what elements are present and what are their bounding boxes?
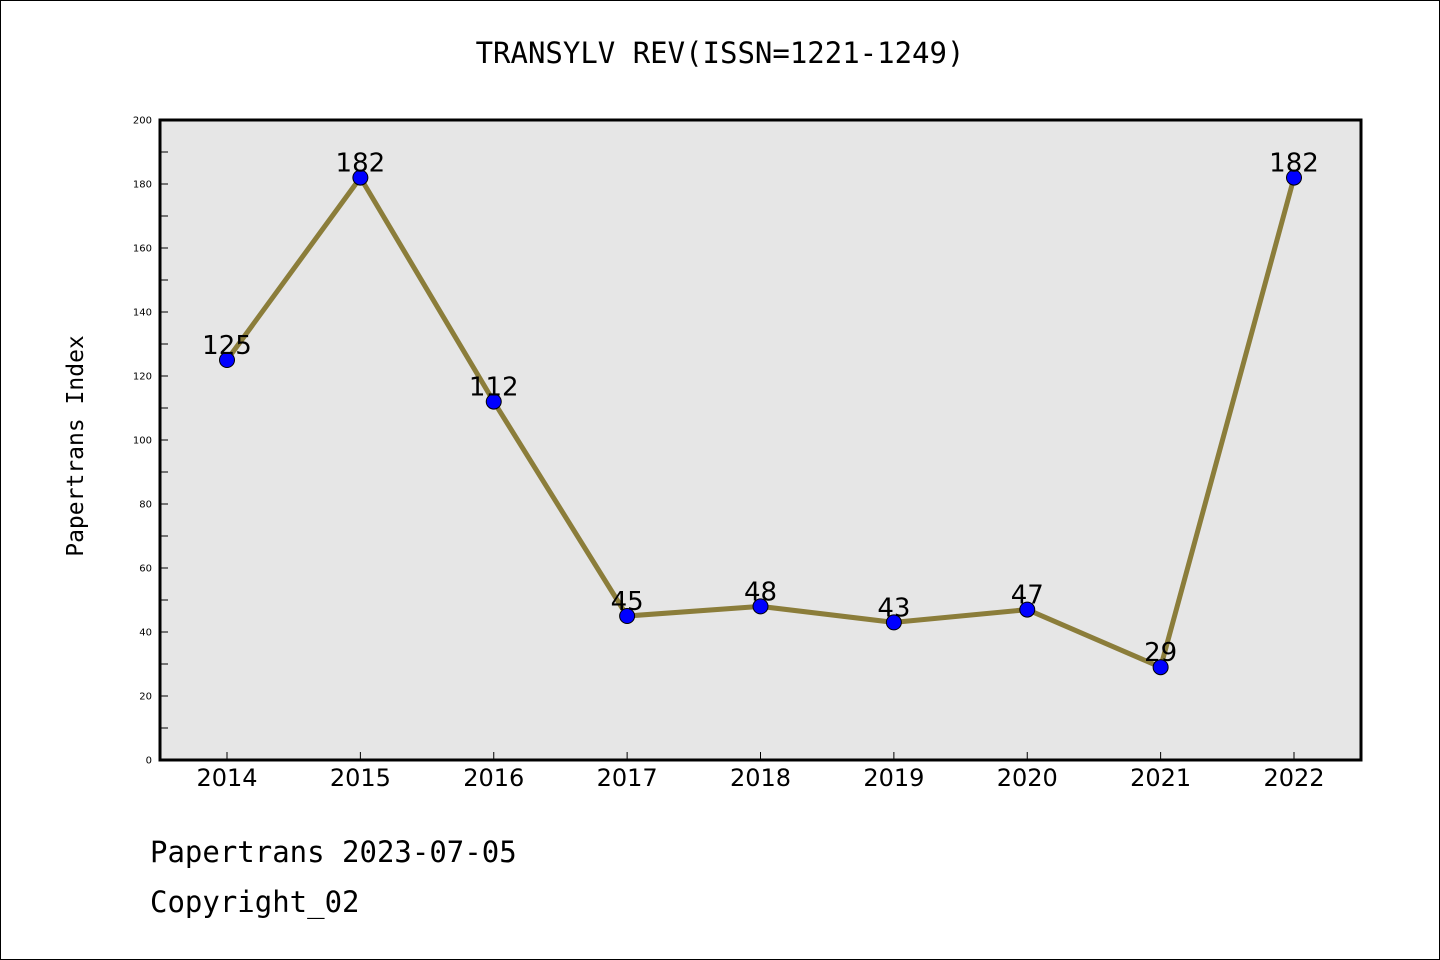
data-point (485, 393, 502, 410)
y-tick-label: 160 (133, 244, 152, 255)
x-tick-label: 2018 (730, 764, 791, 792)
data-point (1019, 601, 1036, 618)
data-point (219, 352, 235, 368)
y-tick-label: 120 (133, 372, 152, 383)
x-tick-label: 2020 (997, 764, 1058, 792)
data-label: 182 (336, 149, 386, 179)
data-point (1286, 169, 1302, 186)
y-tick-label: 60 (139, 564, 152, 575)
x-tick-label: 2021 (1130, 764, 1191, 792)
y-tick-label: 180 (133, 180, 152, 191)
data-label: 43 (877, 593, 910, 623)
data-point (352, 169, 369, 186)
data-label: 47 (1011, 581, 1044, 611)
data-label: 29 (1144, 638, 1177, 668)
x-tick-label: 2019 (863, 764, 924, 792)
x-tick-label: 2016 (463, 764, 524, 792)
data-label: 45 (611, 587, 644, 617)
y-tick-label: 0 (146, 756, 152, 767)
chart-title: TRANSYLV REV(ISSN=1221-1249) (475, 36, 965, 70)
x-tick-label: 2014 (196, 764, 257, 792)
y-tick-label: 100 (133, 436, 152, 447)
data-point (1152, 659, 1169, 676)
y-tick-label: 200 (133, 116, 152, 127)
data-label: 48 (744, 577, 777, 607)
x-axis-ticks: 2014 2015 2016 2017 2018 2019 2020 2021 2022 (196, 752, 1325, 792)
data-label: 182 (1269, 149, 1319, 179)
footer-date-text: Papertrans 2023-07-05 (150, 835, 517, 869)
y-tick-label: 140 (133, 308, 152, 319)
y-tick-label: 80 (139, 500, 152, 511)
data-label: 112 (469, 373, 519, 403)
footer-copyright-text: Copyright_02 (150, 885, 360, 919)
data-point (885, 614, 902, 631)
y-tick-label: 20 (139, 692, 152, 703)
data-label: 125 (202, 331, 252, 361)
x-tick-label: 2017 (597, 764, 658, 792)
data-point (619, 608, 636, 624)
y-tick-label: 40 (139, 628, 152, 639)
data-point (752, 598, 769, 615)
series-layer: 125 182 112 45 48 43 47 29 182 (202, 149, 1319, 676)
x-tick-label: 2022 (1263, 764, 1324, 792)
x-tick-label: 2015 (330, 764, 391, 792)
plot-border (158, 118, 1363, 762)
plot-area (160, 120, 1361, 760)
